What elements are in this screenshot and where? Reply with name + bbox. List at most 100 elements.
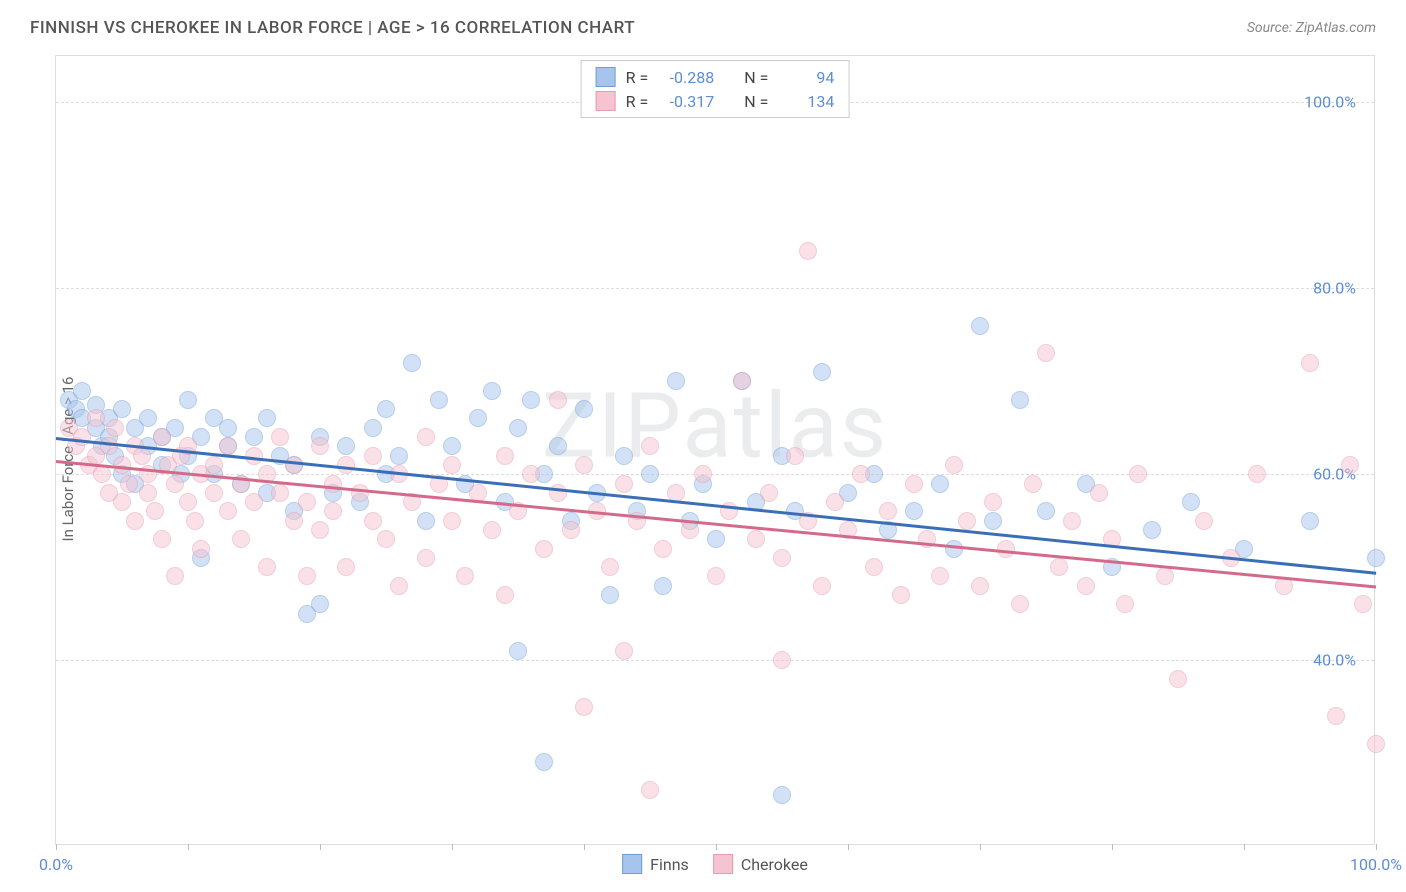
- scatter-point: [707, 530, 725, 548]
- stat-r-label: R =: [626, 68, 649, 87]
- scatter-point: [417, 512, 435, 530]
- scatter-point: [219, 437, 237, 455]
- x-tick: [848, 844, 849, 850]
- scatter-point: [271, 428, 289, 446]
- scatter-point: [535, 540, 553, 558]
- scatter-point: [93, 465, 111, 483]
- scatter-point: [179, 391, 197, 409]
- scatter-point: [1156, 567, 1174, 585]
- scatter-point: [601, 558, 619, 576]
- stats-row: R =-0.317N =134: [596, 89, 835, 113]
- scatter-point: [483, 382, 501, 400]
- scatter-point: [311, 521, 329, 539]
- scatter-point: [575, 698, 593, 716]
- scatter-point: [760, 484, 778, 502]
- scatter-point: [549, 484, 567, 502]
- scatter-point: [892, 586, 910, 604]
- scatter-point: [535, 753, 553, 771]
- scatter-point: [641, 437, 659, 455]
- scatter-point: [997, 540, 1015, 558]
- scatter-point: [153, 428, 171, 446]
- scatter-point: [120, 475, 138, 493]
- gridline: [56, 288, 1374, 289]
- scatter-point: [984, 512, 1002, 530]
- chart-header: FINNISH VS CHEROKEE IN LABOR FORCE | AGE…: [0, 0, 1406, 48]
- scatter-point: [285, 512, 303, 530]
- scatter-point: [377, 530, 395, 548]
- scatter-point: [733, 372, 751, 390]
- scatter-point: [1116, 595, 1134, 613]
- scatter-point: [337, 558, 355, 576]
- watermark-text: ZIPatlas: [542, 374, 888, 479]
- legend-label: Cherokee: [741, 855, 808, 874]
- scatter-point: [971, 317, 989, 335]
- scatter-point: [813, 577, 831, 595]
- scatter-point: [73, 428, 91, 446]
- scatter-point: [799, 242, 817, 260]
- scatter-point: [351, 484, 369, 502]
- gridline: [56, 474, 1374, 475]
- scatter-point: [786, 447, 804, 465]
- scatter-point: [615, 447, 633, 465]
- scatter-point: [496, 586, 514, 604]
- x-tick: [56, 844, 57, 850]
- scatter-point: [1063, 512, 1081, 530]
- legend-item: Cherokee: [713, 854, 808, 874]
- scatter-point: [694, 465, 712, 483]
- chart-source: Source: ZipAtlas.com: [1247, 20, 1376, 36]
- scatter-point: [219, 502, 237, 520]
- scatter-point: [133, 447, 151, 465]
- scatter-point: [100, 437, 118, 455]
- legend-label: Finns: [650, 855, 689, 874]
- scatter-point: [166, 475, 184, 493]
- scatter-point: [403, 354, 421, 372]
- chart-legend: Finns Cherokee: [622, 854, 808, 874]
- scatter-point: [443, 512, 461, 530]
- scatter-point: [1354, 595, 1372, 613]
- scatter-point: [1367, 549, 1385, 567]
- scatter-point: [1143, 521, 1161, 539]
- scatter-point: [1182, 493, 1200, 511]
- scatter-point: [654, 577, 672, 595]
- scatter-point: [139, 484, 157, 502]
- stat-r-label: R =: [626, 92, 649, 111]
- scatter-point: [271, 484, 289, 502]
- scatter-point: [971, 577, 989, 595]
- scatter-point: [337, 456, 355, 474]
- scatter-point: [1129, 465, 1147, 483]
- scatter-point: [192, 540, 210, 558]
- scatter-point: [707, 567, 725, 585]
- scatter-point: [681, 521, 699, 539]
- scatter-point: [377, 400, 395, 418]
- gridline: [56, 660, 1374, 661]
- scatter-point: [1090, 484, 1108, 502]
- scatter-point: [298, 493, 316, 511]
- scatter-point: [773, 651, 791, 669]
- correlation-stats-box: R =-0.288N =94R =-0.317N =134: [581, 60, 850, 118]
- scatter-point: [483, 521, 501, 539]
- scatter-point: [285, 456, 303, 474]
- scatter-point: [87, 409, 105, 427]
- scatter-point: [1037, 502, 1055, 520]
- y-tick-label: 40.0%: [1313, 651, 1356, 670]
- x-tick: [320, 844, 321, 850]
- scatter-point: [146, 502, 164, 520]
- legend-swatch: [596, 91, 616, 111]
- x-tick: [188, 844, 189, 850]
- scatter-point: [1195, 512, 1213, 530]
- stat-r-value: -0.317: [658, 92, 714, 111]
- scatter-point: [1301, 354, 1319, 372]
- scatter-point: [232, 530, 250, 548]
- scatter-point: [364, 512, 382, 530]
- scatter-point: [179, 493, 197, 511]
- scatter-point: [945, 540, 963, 558]
- scatter-point: [324, 475, 342, 493]
- scatter-point: [773, 786, 791, 804]
- scatter-point: [106, 419, 124, 437]
- scatter-point: [852, 465, 870, 483]
- legend-swatch: [596, 67, 616, 87]
- scatter-point: [153, 530, 171, 548]
- scatter-point: [186, 512, 204, 530]
- scatter-point: [417, 428, 435, 446]
- scatter-point: [654, 540, 672, 558]
